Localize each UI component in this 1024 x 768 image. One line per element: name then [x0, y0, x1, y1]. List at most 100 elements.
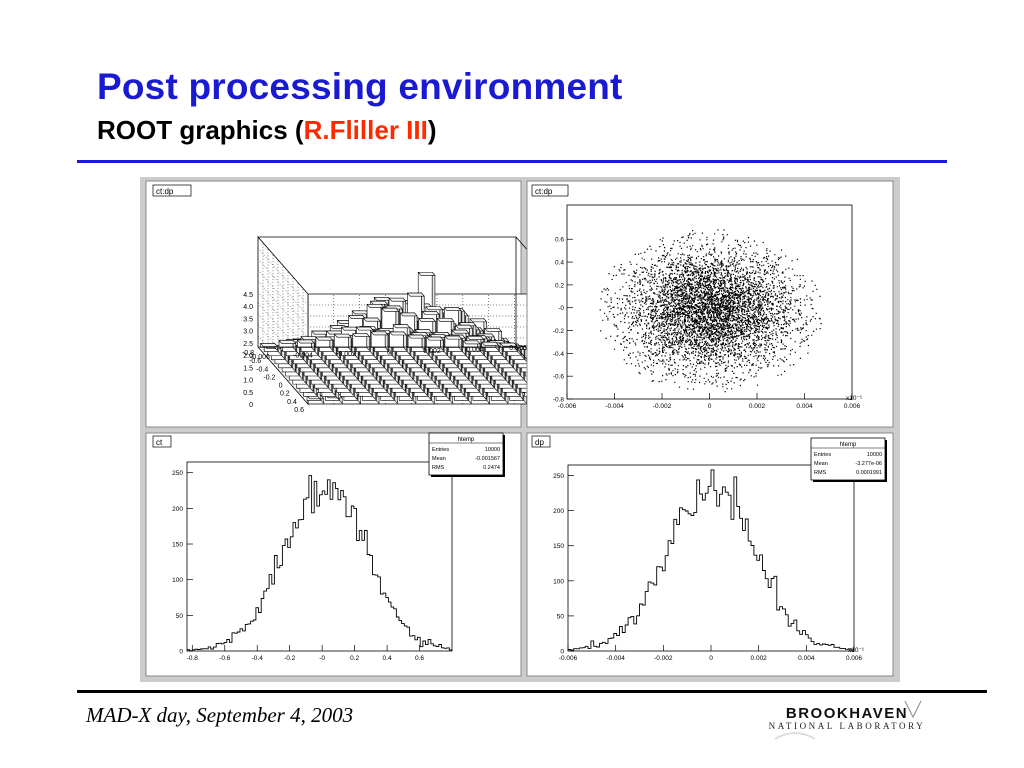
- lego-grid-line: [257, 269, 566, 328]
- histdp-outline: [567, 469, 855, 651]
- histdp-stats-label: RMS: [814, 470, 827, 476]
- scatter-x-tick-label: 0.006: [844, 403, 861, 410]
- lego-bar: [352, 332, 371, 352]
- histct-stats-value: 0.2474: [483, 465, 500, 471]
- histct-stats-value: -0.001567: [475, 456, 500, 462]
- scatter-x-tick-label: 0: [708, 403, 712, 410]
- lego-bar-top: [451, 329, 470, 334]
- lego-x-tick-label: -0.004: [293, 353, 313, 360]
- lego-bar-top: [484, 328, 503, 332]
- scatter-x-tick-label: 0.002: [749, 403, 766, 410]
- lego-bar-top: [355, 326, 374, 331]
- histdp-stats-value: -3.277e-06: [855, 461, 882, 467]
- lego-z-tick-label: 2.5: [243, 341, 253, 348]
- lego-x-tick-label: -0.006: [250, 354, 270, 361]
- lego-bar: [259, 342, 279, 352]
- pad-ct-tag: ct: [156, 438, 163, 447]
- lego-bar-top: [325, 330, 345, 335]
- scatter-x-tick-label: -0.002: [653, 403, 672, 410]
- subtitle-suffix: ): [427, 115, 437, 145]
- histdp-x-tick-label: 0.006: [846, 655, 863, 662]
- histct-y-tick-label: 0: [179, 649, 183, 656]
- lego-bar-top: [399, 312, 418, 317]
- lego-bar-top: [300, 336, 319, 341]
- scatter-y-tick-label: 0.4: [555, 260, 564, 267]
- lego-x-tick-label: 0: [387, 350, 391, 357]
- lego-z-tick-label: 0: [249, 402, 253, 409]
- logo-bg: [745, 705, 950, 721]
- subtitle-author: R.Fliller III: [303, 115, 428, 145]
- lego-bar: [296, 339, 315, 352]
- lego-bar: [499, 342, 518, 352]
- histct-x-tick-label: -0.2: [284, 655, 296, 662]
- histdp-stats-label: Mean: [814, 461, 828, 467]
- lego-z-tick-label: 4.5: [243, 292, 253, 299]
- lego-y-tick-label: -0.8: [242, 350, 254, 357]
- lego-z-tick-label: 1.0: [243, 378, 253, 385]
- histdp-stats-label: Entries: [814, 452, 831, 458]
- histdp-y-tick-label: 0: [560, 649, 564, 656]
- title-rule: [77, 160, 947, 163]
- scatter-points: [599, 229, 822, 393]
- pad-dp-tag: dp: [535, 438, 544, 447]
- pad-dp-tag-box: [531, 435, 551, 448]
- lego-bar-top: [311, 330, 330, 335]
- histdp-stats-title: htemp: [840, 442, 857, 448]
- lego-bar-top: [392, 324, 411, 329]
- scatter-y-tick-label: -0.8: [553, 397, 565, 404]
- histdp-x-tick-label: -0.006: [559, 655, 578, 662]
- subtitle-prefix: ROOT graphics (: [97, 115, 304, 145]
- lego-bar: [425, 336, 444, 352]
- histdp-x-tick-label: 0.002: [751, 655, 768, 662]
- histdp-stats-value: 10000: [867, 452, 882, 458]
- pad-lego-tag-box: [152, 184, 192, 197]
- lego-bar-top: [373, 297, 392, 301]
- scatter-y-tick-label: -0: [558, 305, 564, 312]
- lego-bar-top: [454, 324, 474, 329]
- lego-z-tick-label: 3.5: [243, 316, 253, 323]
- lego-x-tick-label: 0.004: [466, 347, 484, 354]
- lego-bar: [278, 339, 297, 352]
- lego-bar-top: [351, 310, 370, 315]
- lego-y-tick-label: -0.4: [256, 366, 268, 373]
- histdp-frame: [567, 464, 855, 652]
- scatter-y-tick-label: -0.2: [553, 328, 565, 335]
- lego-bar: [370, 331, 389, 352]
- histct-x-tick-label: 0.2: [350, 655, 359, 662]
- lego-y-tick-label: 0.2: [280, 391, 290, 398]
- lego-x-tick-label: 0.002: [423, 348, 441, 355]
- lego-bar-top: [406, 292, 425, 297]
- lego-bar-top: [347, 315, 367, 319]
- scatter-x-tick-label: -0.006: [558, 403, 577, 410]
- lego-bar: [333, 333, 352, 352]
- lego-bar-top: [370, 331, 389, 336]
- slide-title: Post processing environment: [97, 66, 623, 107]
- lego-z-tick-label: 1.5: [243, 365, 253, 372]
- histdp-y-tick-label: 250: [553, 473, 564, 480]
- histct-stats-title: htemp: [458, 437, 475, 443]
- histct-x-tick-label: 0.4: [383, 655, 392, 662]
- lego-y-tick-label: -0.6: [249, 358, 261, 365]
- histdp-x-tick-label: 0: [709, 655, 713, 662]
- histdp-stats-value: 0.0001991: [856, 470, 882, 476]
- lego-bar-top: [352, 333, 371, 338]
- pad-ct-tag-box: [152, 435, 172, 448]
- histdp-x-tick-label: -0.002: [654, 655, 673, 662]
- scatter-y-tick-label: -0.6: [553, 374, 565, 381]
- histct-stats-label: Mean: [432, 456, 446, 462]
- scatter-x-exponent: x10⁻¹: [846, 395, 863, 402]
- logo-shadow: [774, 732, 816, 740]
- lego-bar-top: [388, 297, 407, 302]
- lego-bar-top: [340, 326, 359, 331]
- lego-z-tick-label: 3.0: [243, 329, 253, 336]
- lego-y-tick-label: -0.2: [263, 374, 275, 381]
- lego-bar-top: [407, 334, 426, 339]
- histct-x-tick-label: -0.4: [252, 655, 264, 662]
- lego-bar-top: [466, 336, 485, 340]
- logo-swoosh: [904, 700, 922, 719]
- lego-x-tick-label: -0.002: [336, 351, 356, 358]
- lego-x-tick-label: 0.006: [509, 345, 527, 352]
- histct-x-tick-label: -0: [319, 655, 325, 662]
- pad-scatter-tag-box: [531, 184, 569, 197]
